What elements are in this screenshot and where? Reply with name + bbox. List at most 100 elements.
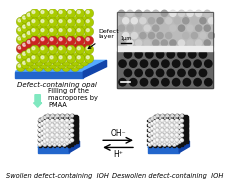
Circle shape: [172, 140, 177, 144]
Circle shape: [54, 64, 57, 67]
Circle shape: [48, 14, 57, 24]
Circle shape: [48, 23, 57, 33]
Circle shape: [59, 38, 62, 41]
Circle shape: [30, 54, 39, 63]
Circle shape: [48, 50, 57, 60]
Text: 1μm: 1μm: [121, 36, 132, 41]
Circle shape: [85, 54, 94, 63]
Circle shape: [23, 25, 26, 28]
Circle shape: [59, 47, 62, 50]
Bar: [154, 119, 156, 122]
Circle shape: [53, 30, 62, 39]
Circle shape: [16, 35, 25, 44]
Circle shape: [45, 31, 48, 34]
Circle shape: [188, 69, 197, 77]
Bar: [56, 117, 58, 121]
Circle shape: [178, 140, 180, 142]
Circle shape: [53, 123, 57, 127]
Circle shape: [145, 50, 154, 59]
Circle shape: [118, 10, 125, 17]
Circle shape: [173, 131, 175, 132]
Circle shape: [48, 125, 52, 129]
Circle shape: [48, 9, 57, 18]
Circle shape: [65, 122, 67, 124]
Circle shape: [36, 22, 39, 25]
Circle shape: [148, 139, 150, 140]
Circle shape: [156, 139, 158, 140]
Circle shape: [65, 114, 69, 118]
Circle shape: [51, 129, 53, 131]
Circle shape: [161, 122, 162, 124]
Bar: [66, 119, 68, 146]
Circle shape: [75, 14, 85, 24]
Circle shape: [71, 44, 80, 53]
Bar: [74, 140, 75, 144]
Circle shape: [43, 123, 47, 127]
Circle shape: [173, 121, 175, 122]
Circle shape: [75, 45, 85, 54]
Circle shape: [41, 38, 44, 41]
Bar: [57, 116, 58, 143]
Circle shape: [56, 119, 58, 121]
Circle shape: [82, 50, 85, 53]
Circle shape: [186, 39, 194, 47]
Circle shape: [153, 134, 155, 135]
Bar: [150, 128, 182, 129]
Bar: [186, 116, 188, 143]
Circle shape: [155, 138, 160, 142]
Circle shape: [161, 78, 170, 87]
Circle shape: [66, 32, 75, 42]
Circle shape: [172, 130, 177, 134]
Bar: [44, 115, 46, 119]
Circle shape: [54, 55, 57, 58]
Circle shape: [156, 32, 164, 39]
Circle shape: [56, 129, 58, 131]
Circle shape: [68, 136, 70, 137]
Bar: [52, 116, 53, 143]
Circle shape: [60, 117, 64, 121]
Circle shape: [60, 122, 64, 126]
Circle shape: [156, 127, 158, 129]
Bar: [61, 117, 63, 121]
Circle shape: [171, 132, 172, 134]
Bar: [150, 118, 182, 119]
Circle shape: [48, 124, 50, 125]
Circle shape: [27, 22, 30, 25]
Circle shape: [151, 132, 153, 134]
Bar: [117, 46, 213, 51]
Circle shape: [165, 128, 169, 132]
Circle shape: [77, 20, 80, 22]
Bar: [54, 117, 56, 144]
Circle shape: [73, 13, 76, 16]
Circle shape: [45, 122, 49, 126]
Bar: [153, 122, 184, 123]
Circle shape: [140, 59, 148, 68]
Circle shape: [53, 143, 55, 145]
Circle shape: [176, 139, 177, 140]
Circle shape: [135, 24, 142, 32]
Circle shape: [50, 138, 55, 142]
Bar: [183, 120, 185, 124]
Circle shape: [177, 115, 181, 119]
Bar: [179, 117, 180, 144]
Circle shape: [171, 137, 172, 139]
Bar: [68, 120, 70, 147]
Circle shape: [176, 119, 177, 121]
Circle shape: [77, 43, 80, 46]
Circle shape: [35, 57, 44, 66]
Circle shape: [44, 129, 45, 130]
Circle shape: [54, 28, 57, 31]
Circle shape: [68, 47, 71, 50]
Bar: [46, 119, 48, 146]
Circle shape: [41, 43, 44, 46]
Bar: [178, 133, 180, 137]
Circle shape: [171, 124, 172, 126]
Bar: [40, 128, 72, 129]
Circle shape: [48, 138, 52, 142]
Circle shape: [66, 124, 67, 126]
Bar: [149, 119, 151, 122]
Circle shape: [48, 128, 52, 132]
Bar: [164, 115, 166, 119]
Circle shape: [66, 134, 67, 136]
Circle shape: [57, 128, 62, 132]
